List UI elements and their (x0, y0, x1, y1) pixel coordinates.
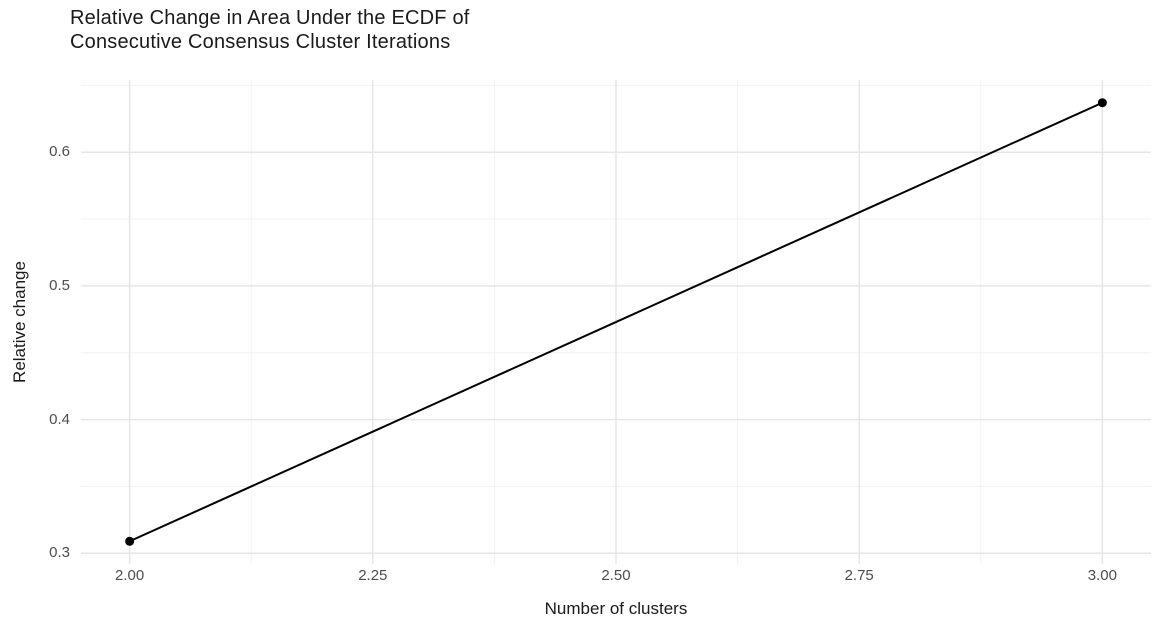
data-point (125, 536, 135, 546)
data-point (1097, 98, 1107, 108)
y-tick-label: 0.4 (49, 410, 70, 428)
x-tick-label: 2.75 (844, 567, 874, 584)
chart-title: Relative Change in Area Under the ECDF o… (70, 6, 470, 54)
y-tick-label: 0.3 (49, 544, 70, 562)
x-tick-label: 3.00 (1087, 567, 1117, 584)
x-tick-label: 2.25 (358, 567, 388, 584)
x-tick-label: 2.50 (601, 567, 631, 584)
chart-title-line2: Consecutive Consensus Cluster Iterations (70, 31, 451, 53)
y-tick-label: 0.5 (49, 276, 70, 294)
x-axis-title: Number of clusters (544, 599, 688, 618)
series-line (129, 101, 1103, 543)
x-tick-label: 2.00 (115, 567, 145, 584)
chart-title-line1: Relative Change in Area Under the ECDF o… (70, 7, 470, 29)
y-tick-label: 0.6 (49, 143, 70, 161)
plot-panel (81, 80, 1151, 564)
